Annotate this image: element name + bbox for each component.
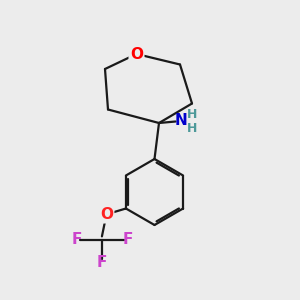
Text: F: F <box>122 232 133 247</box>
Text: H: H <box>187 122 197 136</box>
Text: N: N <box>174 113 187 128</box>
Text: F: F <box>71 232 82 247</box>
Text: O: O <box>130 46 143 62</box>
Text: O: O <box>100 207 113 222</box>
Text: F: F <box>97 255 107 270</box>
Text: H: H <box>187 107 197 121</box>
